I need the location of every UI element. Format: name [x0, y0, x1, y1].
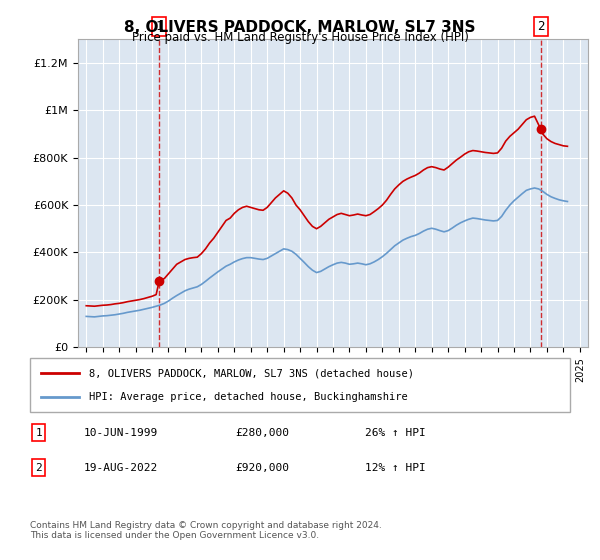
Text: 10-JUN-1999: 10-JUN-1999: [84, 428, 158, 437]
Text: 19-AUG-2022: 19-AUG-2022: [84, 463, 158, 473]
Text: 2: 2: [537, 20, 545, 33]
FancyBboxPatch shape: [30, 358, 570, 412]
Text: 26% ↑ HPI: 26% ↑ HPI: [365, 428, 425, 437]
Text: 2: 2: [35, 463, 42, 473]
Text: 1: 1: [35, 428, 42, 437]
Text: 12% ↑ HPI: 12% ↑ HPI: [365, 463, 425, 473]
Text: £280,000: £280,000: [235, 428, 289, 437]
Text: 8, OLIVERS PADDOCK, MARLOW, SL7 3NS: 8, OLIVERS PADDOCK, MARLOW, SL7 3NS: [124, 20, 476, 35]
Text: Price paid vs. HM Land Registry's House Price Index (HPI): Price paid vs. HM Land Registry's House …: [131, 31, 469, 44]
Text: £920,000: £920,000: [235, 463, 289, 473]
Text: Contains HM Land Registry data © Crown copyright and database right 2024.
This d: Contains HM Land Registry data © Crown c…: [30, 521, 382, 540]
Text: 8, OLIVERS PADDOCK, MARLOW, SL7 3NS (detached house): 8, OLIVERS PADDOCK, MARLOW, SL7 3NS (det…: [89, 368, 415, 379]
Text: 1: 1: [155, 20, 163, 33]
Text: HPI: Average price, detached house, Buckinghamshire: HPI: Average price, detached house, Buck…: [89, 391, 408, 402]
